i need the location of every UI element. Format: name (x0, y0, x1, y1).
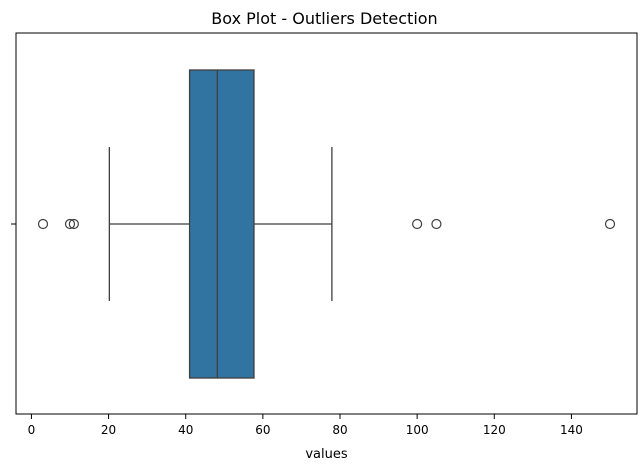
chart-title: Box Plot - Outliers Detection (211, 9, 437, 28)
iqr-box (188, 69, 255, 379)
outlier-point (431, 218, 442, 230)
x-axis: 0 20 40 60 80 100 120 140 (28, 414, 583, 437)
x-tick-label: 140 (560, 423, 583, 437)
x-axis-label: values (305, 447, 348, 462)
x-tick-label: 80 (332, 423, 347, 437)
x-tick-label: 100 (406, 423, 429, 437)
x-tick-label: 60 (255, 423, 270, 437)
x-tick-label: 20 (101, 423, 116, 437)
outlier-point (64, 218, 76, 230)
x-tick-label: 40 (178, 423, 193, 437)
outlier-point (412, 218, 423, 230)
x-tick-label: 120 (483, 423, 506, 437)
outlier-point (37, 218, 49, 230)
outlier-point (604, 218, 616, 230)
x-tick-label: 0 (28, 423, 36, 437)
plot-area (37, 69, 616, 379)
outlier-point (68, 218, 79, 230)
